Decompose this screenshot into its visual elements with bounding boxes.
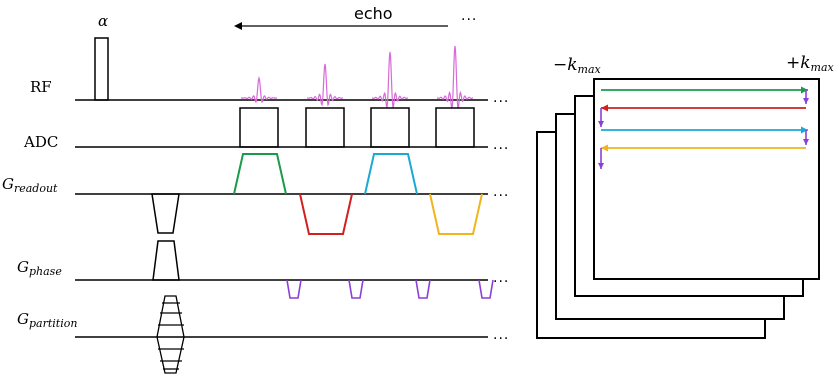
kspace-trajectory	[598, 86, 809, 169]
partition-ellipsis: ...	[493, 327, 510, 343]
phase-ellipsis: ...	[493, 270, 510, 286]
rf-echo-1	[240, 75, 278, 104]
phase-blips	[286, 279, 494, 299]
kspace-line-3	[601, 126, 808, 134]
readout-prephaser	[151, 193, 180, 234]
g-partition-label: Gpartition	[17, 310, 78, 330]
kspace-min-label: −kmax	[553, 55, 601, 76]
adc-window-4	[435, 107, 475, 148]
kspace-line-4	[601, 144, 806, 152]
readout-lobe-1	[233, 153, 287, 195]
phase-blip-3	[415, 279, 431, 299]
adc-window-3	[370, 107, 410, 148]
readout-lobes	[233, 153, 483, 235]
phase-blip-4	[478, 279, 494, 299]
partition-encoding-table	[156, 295, 185, 374]
g-phase-label: Gphase	[17, 258, 62, 278]
kspace-step-2	[598, 108, 604, 127]
flip-angle-label: α	[98, 12, 109, 30]
g-readout-label: Greadout	[2, 175, 58, 195]
readout-lobe-4	[429, 193, 483, 235]
adc-windows	[239, 107, 475, 148]
rf-echo-2	[306, 63, 344, 107]
rf-axis	[75, 37, 488, 101]
adc-window-1	[239, 107, 279, 148]
excitation-pulse	[94, 37, 109, 101]
readout-ellipsis: ...	[493, 184, 510, 200]
adc-ellipsis: ...	[493, 137, 510, 153]
phase-blip-1	[286, 279, 302, 299]
rf-echo-signals	[240, 45, 474, 110]
rf-ellipsis: ...	[493, 90, 510, 106]
rf-label: RF	[30, 78, 52, 96]
rf-echo-4	[436, 45, 474, 109]
adc-label: ADC	[24, 133, 59, 151]
kspace-step-4	[598, 148, 604, 169]
kspace-line-1	[601, 86, 808, 94]
rf-echo-3	[371, 51, 409, 110]
echo-label: echo	[354, 4, 393, 23]
phase-blip-2	[348, 279, 364, 299]
phase-prephaser	[152, 240, 180, 281]
kspace-line-2	[601, 104, 806, 112]
phase-axis	[75, 240, 488, 281]
kspace-stack	[536, 78, 820, 339]
kspace-max-label: +kmax	[786, 53, 834, 74]
echo-arrow	[234, 22, 448, 30]
readout-lobe-2	[299, 193, 353, 235]
adc-window-2	[305, 107, 345, 148]
kspace-step-1	[803, 90, 809, 104]
echo-ellipsis: ...	[461, 8, 478, 24]
readout-axis	[75, 193, 488, 234]
readout-lobe-3	[364, 153, 418, 195]
kspace-step-3	[803, 130, 809, 145]
kspace-plane-1	[593, 78, 820, 280]
